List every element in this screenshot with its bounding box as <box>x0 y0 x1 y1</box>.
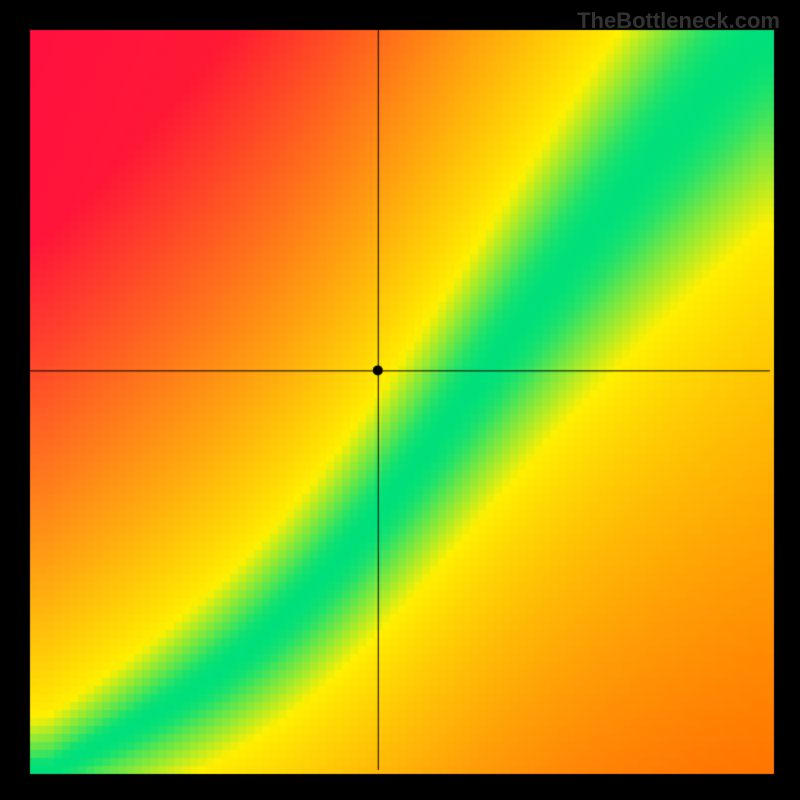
watermark-text: TheBottleneck.com <box>577 8 780 34</box>
heatmap-canvas <box>0 0 800 800</box>
chart-container: TheBottleneck.com <box>0 0 800 800</box>
